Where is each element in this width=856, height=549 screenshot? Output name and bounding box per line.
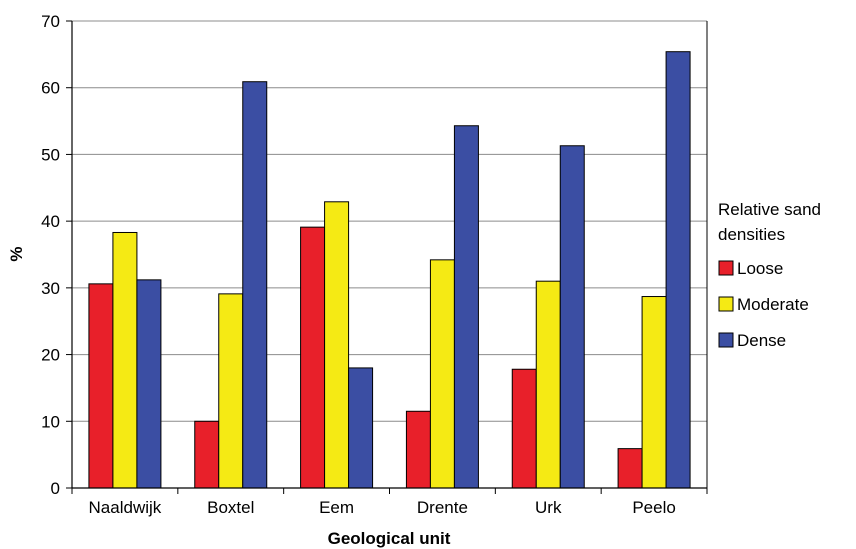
bars (88, 51, 691, 489)
bar-dense-drente (453, 125, 479, 489)
legend-label-loose: Loose (737, 259, 783, 278)
legend-swatch-moderate (718, 296, 734, 312)
y-tick-label: 10 (41, 412, 60, 431)
bar-moderate-urk (535, 280, 561, 489)
legend-swatch-dense (718, 332, 734, 348)
x-tick-label: Boxtel (207, 498, 254, 517)
x-tick-label: Peelo (632, 498, 675, 517)
bar-loose-eem (300, 226, 326, 489)
bar-loose-peelo (617, 448, 643, 489)
bar-moderate-peelo (641, 296, 667, 489)
y-tick-label: 60 (41, 79, 60, 98)
legend-title-line-1: Relative sand (718, 200, 821, 219)
bar-moderate-eem (324, 201, 350, 489)
bar-dense-peelo (665, 51, 691, 489)
legend-swatch-loose (718, 260, 734, 276)
bar-dense-urk (559, 145, 585, 489)
x-tick-label: Urk (535, 498, 562, 517)
x-tick-label: Drente (417, 498, 468, 517)
y-tick-label: 0 (51, 479, 60, 498)
bar-dense-boxtel (242, 81, 268, 489)
y-tick-labels: 0 10 20 30 40 50 60 70 (41, 12, 60, 498)
bar-moderate-drente (429, 259, 455, 489)
y-tick-label: 50 (41, 145, 60, 164)
legend: Relative sand densities Loose Moderate Den… (718, 200, 821, 350)
x-tick-label: Eem (319, 498, 354, 517)
y-tick-label: 70 (41, 12, 60, 31)
bar-loose-drente (405, 410, 431, 489)
bar-moderate-naaldwijk (112, 231, 138, 489)
x-tick-label: Naaldwijk (89, 498, 162, 517)
bar-dense-naaldwijk (136, 279, 162, 489)
bar-loose-naaldwijk (88, 283, 114, 489)
gridlines (72, 20, 707, 422)
legend-label-dense: Dense (737, 331, 786, 350)
legend-label-moderate: Moderate (737, 295, 809, 314)
y-tick-label: 30 (41, 279, 60, 298)
bar-loose-urk (511, 368, 537, 489)
bar-loose-boxtel (194, 420, 220, 489)
legend-title-line-2: densities (718, 225, 785, 244)
bar-dense-eem (348, 367, 374, 489)
bar-moderate-boxtel (218, 293, 244, 489)
axes (66, 20, 708, 494)
x-axis-title: Geological unit (328, 529, 451, 548)
y-tick-label: 20 (41, 346, 60, 365)
x-tick-labels: Naaldwijk Boxtel Eem Drente Urk Peelo (89, 498, 676, 517)
y-axis-title: % (7, 246, 26, 261)
y-tick-label: 40 (41, 212, 60, 231)
